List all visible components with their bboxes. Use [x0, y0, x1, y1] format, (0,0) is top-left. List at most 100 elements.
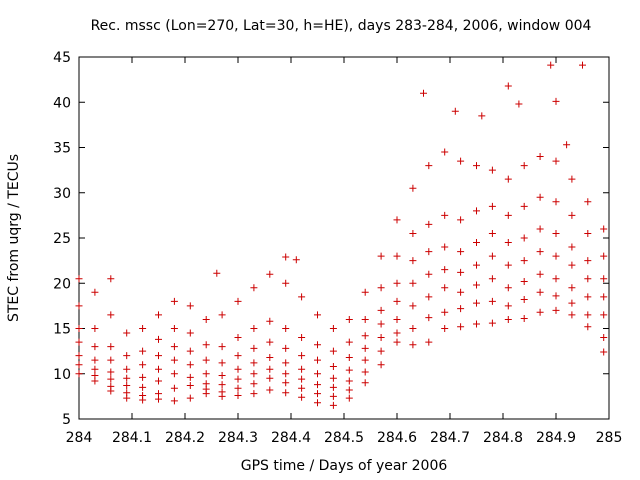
data-point: [552, 157, 560, 165]
data-point: [202, 380, 210, 388]
data-point: [298, 293, 306, 301]
data-point: [409, 257, 417, 265]
data-point: [202, 356, 210, 364]
data-point: [218, 343, 226, 351]
data-point: [170, 325, 178, 332]
data-point: [409, 184, 417, 192]
data-point: [457, 305, 465, 313]
data-point: [234, 352, 242, 360]
data-point: [488, 319, 496, 327]
data-point: [123, 365, 131, 373]
data-point: [155, 377, 162, 385]
data-point: [457, 248, 465, 256]
data-point: [425, 270, 433, 278]
data-point: [202, 370, 210, 378]
data-point: [457, 323, 465, 331]
data-point: [377, 334, 385, 342]
data-point: [345, 315, 353, 323]
data-point: [91, 325, 99, 332]
data-point: [266, 374, 274, 382]
data-point: [329, 325, 337, 332]
data-point: [473, 261, 480, 269]
data-point: [314, 311, 321, 319]
data-point: [345, 394, 353, 402]
data-point: [377, 361, 385, 369]
data-point: [139, 347, 147, 355]
data-point: [345, 386, 353, 394]
data-point: [75, 338, 83, 346]
plot-area: 284 284.1 284.2 284.3 284.4 284.5 284.6 284.7 28…: [53, 50, 622, 446]
data-point: [170, 343, 178, 351]
data-point: [584, 323, 592, 331]
data-point: [393, 216, 401, 224]
data-point: [329, 363, 337, 371]
data-point: [425, 338, 433, 346]
data-point: [361, 288, 369, 296]
data-point: [504, 239, 512, 247]
data-point: [441, 325, 449, 332]
data-point: [123, 382, 131, 390]
data-point: [568, 261, 576, 269]
data-point: [488, 166, 496, 174]
data-point: [552, 97, 560, 105]
data-point: [457, 157, 465, 165]
data-point: [292, 256, 300, 264]
data-point: [393, 338, 401, 346]
data-point: [425, 220, 433, 228]
data-point: [504, 82, 512, 90]
data-point: [393, 279, 401, 287]
data-point: [107, 311, 115, 319]
y-axis: 5 10 15 20 25 30 35 40 45: [53, 50, 609, 428]
data-point: [298, 393, 306, 401]
data-point: [266, 338, 274, 346]
data-point: [488, 252, 496, 260]
data-point: [123, 389, 131, 397]
data-point: [298, 384, 306, 392]
data-point: [409, 341, 417, 349]
data-point: [377, 306, 385, 314]
y-axis-label: STEC from uqrg / TECUs: [6, 154, 22, 322]
data-point: [504, 211, 512, 219]
data-point: [170, 397, 178, 405]
data-point: [329, 401, 337, 409]
data-point: [155, 365, 162, 373]
data-point: [107, 343, 115, 351]
data-point: [425, 248, 433, 256]
data-point: [250, 390, 258, 398]
data-point: [600, 275, 608, 283]
data-point: [409, 325, 417, 332]
data-point: [393, 329, 401, 337]
data-point: [218, 388, 226, 396]
data-point: [420, 89, 427, 97]
data-point: [488, 275, 496, 283]
data-point: [563, 141, 571, 149]
data-point: [186, 361, 194, 369]
data-point: [329, 374, 337, 382]
y-tick-label: 30: [53, 186, 71, 202]
data-point: [298, 352, 306, 360]
data-point: [170, 356, 178, 364]
data-point: [314, 356, 321, 364]
data-point: [425, 293, 433, 301]
data-point: [536, 248, 544, 256]
data-point: [170, 370, 178, 378]
data-point: [600, 334, 608, 342]
data-point: [250, 359, 258, 367]
data-point: [409, 279, 417, 287]
data-point: [504, 261, 512, 269]
data-point: [515, 100, 523, 108]
data-point: [504, 175, 512, 183]
data-point: [488, 229, 496, 237]
data-point: [139, 391, 147, 399]
data-point: [377, 284, 385, 292]
data-point: [377, 347, 385, 355]
data-point: [218, 372, 226, 380]
data-point: [107, 368, 115, 376]
chart-title: Rec. mssc (Lon=270, Lat=30, h=HE), days …: [91, 18, 592, 34]
data-point: [75, 325, 83, 332]
data-point: [568, 243, 576, 251]
data-point: [282, 389, 290, 397]
data-point: [478, 112, 486, 120]
data-point: [314, 341, 321, 349]
